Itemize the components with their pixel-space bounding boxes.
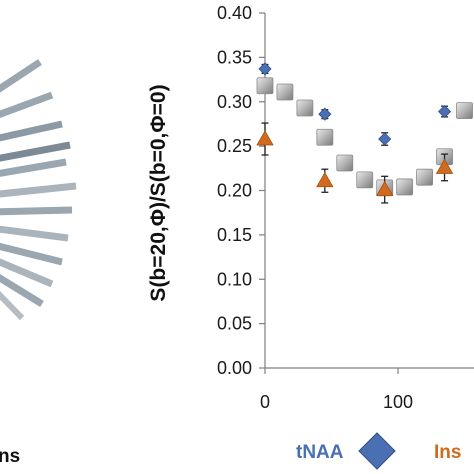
left-panel-label: ns	[0, 446, 20, 467]
model-point	[416, 168, 434, 186]
model-point	[316, 128, 334, 146]
ins-point	[256, 130, 274, 146]
y-tick-label: 0.00	[217, 358, 252, 378]
y-tick-label: 0.25	[217, 136, 252, 156]
x-tick-label: 100	[383, 392, 413, 412]
y-tick-label: 0.10	[217, 269, 252, 289]
legend-label-tnaa: tNAA	[296, 442, 344, 463]
model-series	[256, 77, 473, 197]
y-tick-label: 0.30	[217, 92, 252, 112]
model-point	[356, 171, 374, 189]
plot-axes	[259, 12, 474, 374]
x-tick-labels: 0 100	[260, 392, 413, 412]
y-axis-title: S(b=20,Φ)/S(b=0,Φ=0)	[147, 84, 170, 301]
x-tick-label: 0	[260, 392, 270, 412]
model-point	[336, 154, 354, 172]
y-tick-label: 0.35	[217, 47, 252, 67]
y-tick-label: 0.40	[217, 3, 252, 23]
y-tick-label: 0.05	[217, 314, 252, 334]
tnaa-point	[437, 104, 452, 119]
left-panel-radial-figure: ns	[0, 59, 77, 467]
ins-series	[256, 122, 454, 204]
y-tick-label: 0.20	[217, 181, 252, 201]
tnaa-point	[258, 62, 272, 76]
y-tick-label: 0.15	[217, 225, 252, 245]
y-tick-labels: 0.00 0.05 0.10 0.15 0.20 0.25 0.30 0.35 0.40	[217, 3, 252, 378]
model-point	[396, 178, 414, 196]
ins-point	[316, 171, 334, 188]
tnaa-point	[378, 132, 392, 146]
ins-point	[376, 180, 394, 197]
model-point	[256, 77, 274, 95]
tnaa-point	[318, 107, 332, 121]
model-point	[276, 83, 294, 101]
model-point	[296, 99, 314, 117]
legend-diamond-marker	[358, 432, 396, 470]
tnaa-series	[258, 62, 452, 146]
legend: tNAA Ins	[296, 432, 461, 470]
ins-point	[435, 158, 454, 174]
model-point	[456, 102, 473, 120]
legend-label-ins: Ins	[434, 442, 461, 463]
